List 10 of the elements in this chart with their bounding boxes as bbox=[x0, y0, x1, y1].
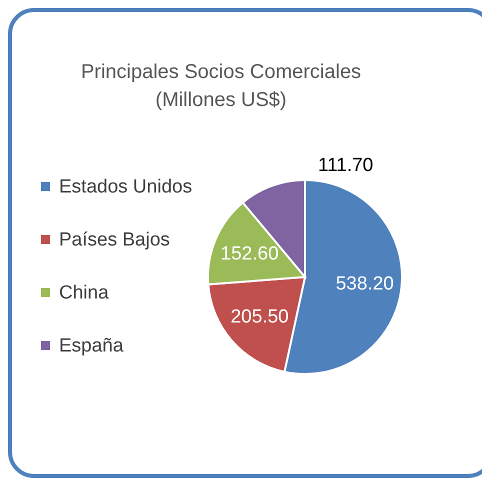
data-label: 205.50 bbox=[230, 306, 289, 328]
legend-label: Estados Unidos bbox=[59, 176, 192, 198]
data-label: 111.70 bbox=[318, 155, 374, 176]
text: (Millones US$) bbox=[155, 89, 287, 112]
legend-label: España bbox=[59, 336, 124, 356]
legend-label: Países Bajos bbox=[59, 230, 170, 250]
legend-label: China bbox=[59, 282, 110, 304]
data-label: 538.20 bbox=[336, 273, 394, 294]
data-label: 152.60 bbox=[220, 244, 279, 265]
text: Principales Socios Comerciales bbox=[80, 61, 362, 84]
